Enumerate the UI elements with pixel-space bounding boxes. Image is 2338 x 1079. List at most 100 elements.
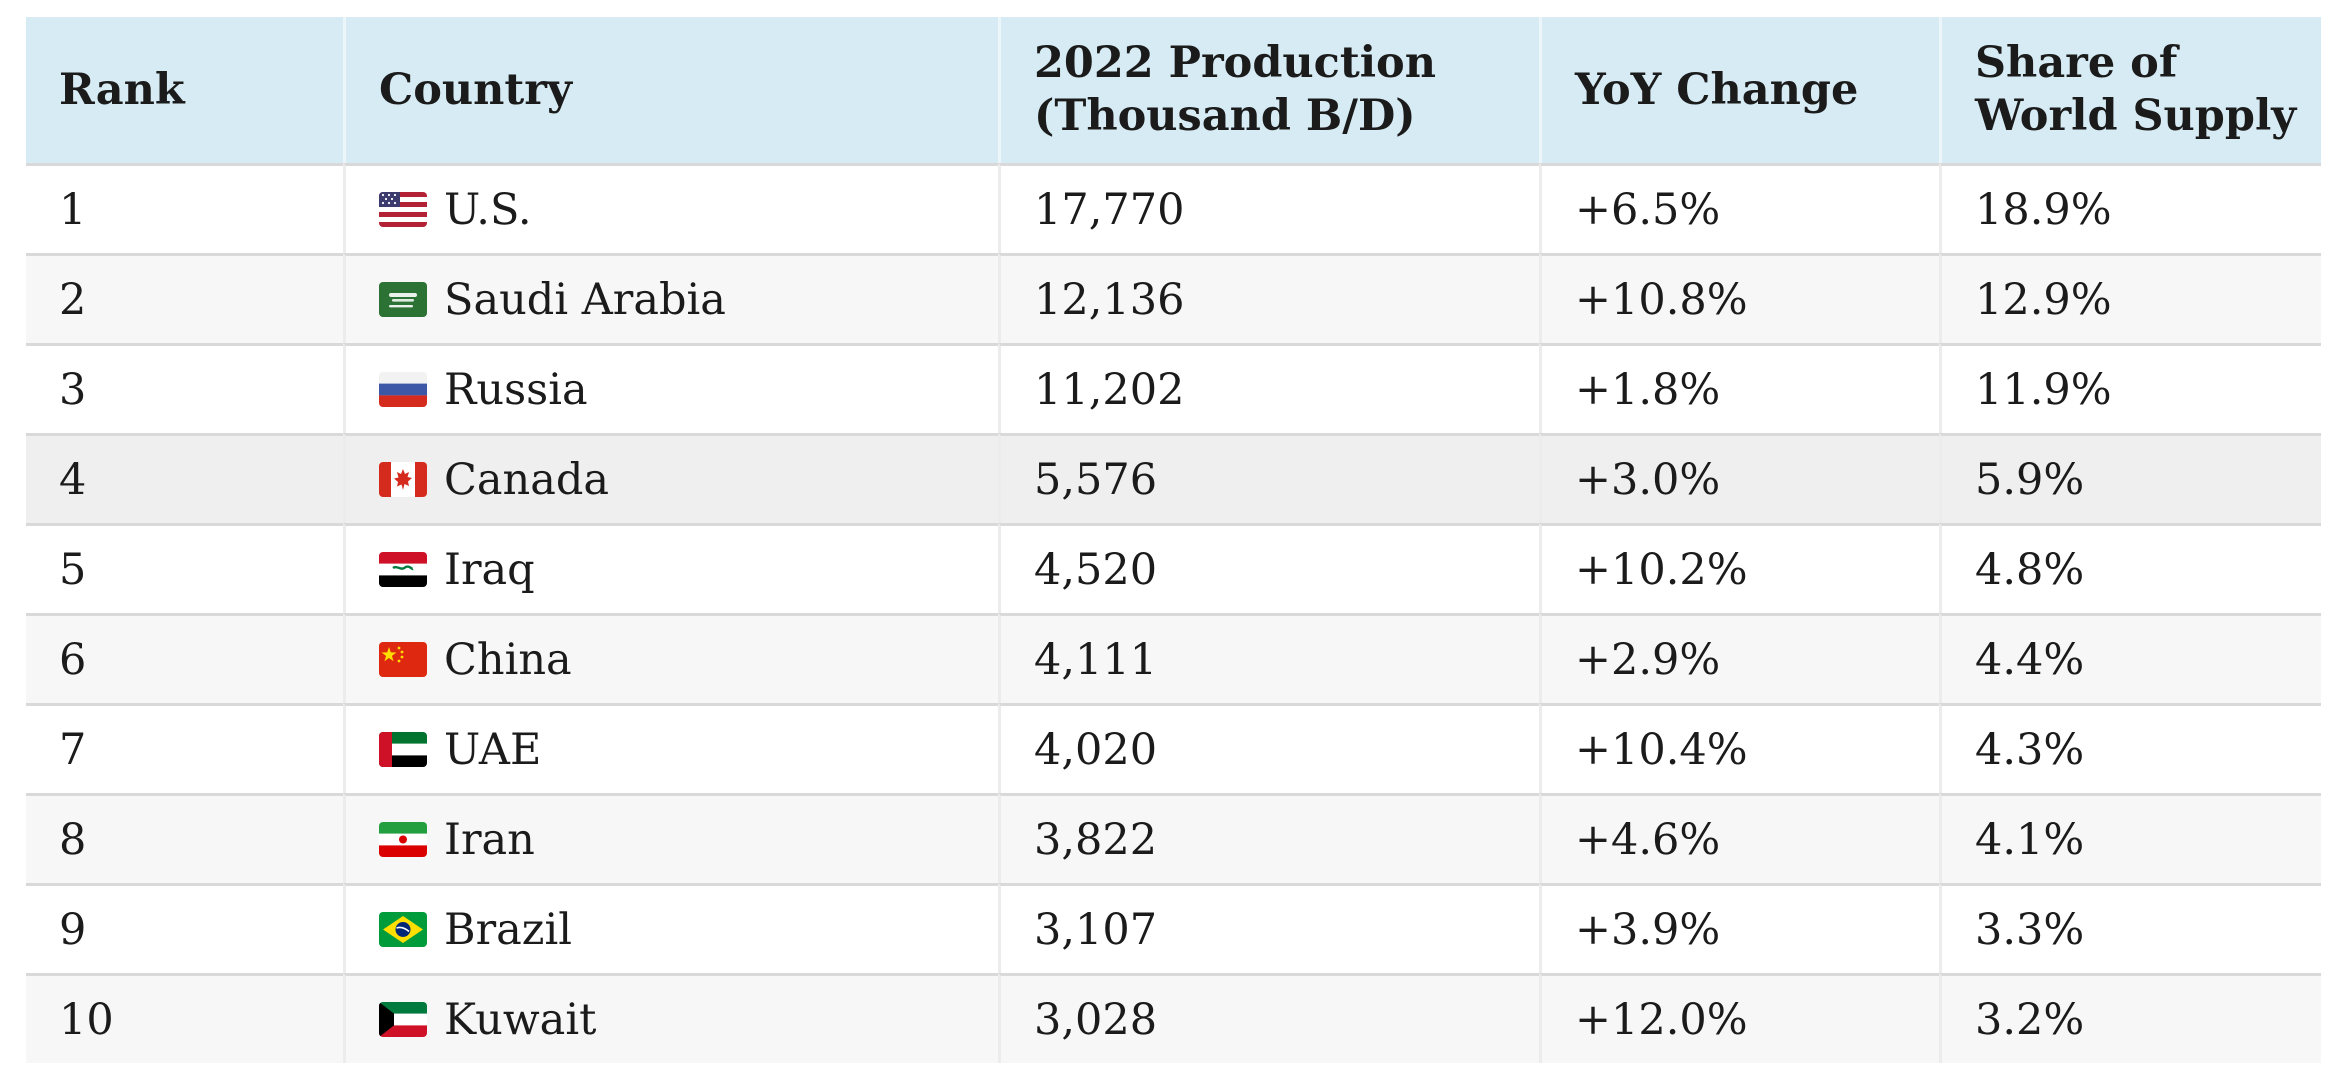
yoy-cell-value: +10.4% (1575, 724, 1748, 775)
share-cell-value: 4.3% (1975, 724, 2085, 775)
production-cell-value: 11,202 (1034, 364, 1185, 415)
flag-sa-icon (379, 282, 427, 317)
production-cell-value: 17,770 (1034, 184, 1185, 235)
share-cell-value: 4.1% (1975, 814, 2085, 865)
rank-cell-value: 4 (59, 454, 87, 505)
share-cell: 4.1% (1939, 793, 2321, 883)
rank-cell-value: 9 (59, 904, 87, 955)
table-header-row: Rank Country 2022 Production (Thousand B… (26, 17, 2321, 163)
country-name: Brazil (444, 904, 572, 955)
yoy-cell-value: +4.6% (1575, 814, 1721, 865)
share-cell-value: 4.4% (1975, 634, 2085, 685)
country-cell: UAE (343, 703, 998, 793)
share-cell-value: 4.8% (1975, 544, 2085, 595)
flag-cn-icon (379, 642, 427, 677)
country-name: U.S. (444, 184, 532, 235)
country-cell: Russia (343, 343, 998, 433)
production-cell-value: 4,520 (1034, 544, 1158, 595)
yoy-cell: +3.0% (1539, 433, 1939, 523)
country-cell: Canada (343, 433, 998, 523)
yoy-cell: +10.2% (1539, 523, 1939, 613)
share-cell: 18.9% (1939, 163, 2321, 253)
production-cell-value: 4,020 (1034, 724, 1158, 775)
table-body: 1 U.S. 17,770 +6.5% 18.9% 2 Saudi Arabia 12,136… (26, 163, 2321, 1063)
share-cell-value: 12.9% (1975, 274, 2112, 325)
country-name: Canada (444, 454, 610, 505)
share-cell: 4.4% (1939, 613, 2321, 703)
table-row: 3 Russia 11,202 +1.8% 11.9% (26, 343, 2321, 433)
rank-cell: 9 (26, 883, 343, 973)
country-name: Iraq (444, 544, 535, 595)
flag-ae-icon (379, 732, 427, 767)
rank-cell-value: 3 (59, 364, 87, 415)
header-cell-country: Country (343, 17, 998, 163)
flag-iq-icon (379, 552, 427, 587)
yoy-cell-value: +10.2% (1575, 544, 1748, 595)
flag-br-icon (379, 912, 427, 947)
yoy-cell-value: +3.9% (1575, 904, 1721, 955)
share-cell-value: 3.3% (1975, 904, 2085, 955)
rank-cell-value: 8 (59, 814, 87, 865)
production-cell: 11,202 (998, 343, 1539, 433)
production-cell-value: 3,822 (1034, 814, 1158, 865)
yoy-cell-value: +12.0% (1575, 994, 1748, 1045)
rank-cell: 6 (26, 613, 343, 703)
header-cell-production: 2022 Production (Thousand B/D) (998, 17, 1539, 163)
share-cell-value: 18.9% (1975, 184, 2112, 235)
share-cell: 4.3% (1939, 703, 2321, 793)
share-cell: 5.9% (1939, 433, 2321, 523)
production-cell: 4,520 (998, 523, 1539, 613)
share-cell-value: 5.9% (1975, 454, 2085, 505)
production-cell-value: 4,111 (1034, 634, 1158, 685)
production-cell: 3,107 (998, 883, 1539, 973)
table-row: 8 Iran 3,822 +4.6% 4.1% (26, 793, 2321, 883)
rank-cell-value: 6 (59, 634, 87, 685)
yoy-cell: +4.6% (1539, 793, 1939, 883)
yoy-cell-value: +6.5% (1575, 184, 1721, 235)
table-row: 2 Saudi Arabia 12,136 +10.8% 12.9% (26, 253, 2321, 343)
yoy-cell-value: +1.8% (1575, 364, 1721, 415)
oil-production-table: Rank Country 2022 Production (Thousand B… (26, 17, 2321, 1063)
table-row: 7 UAE 4,020 +10.4% 4.3% (26, 703, 2321, 793)
rank-cell-value: 5 (59, 544, 87, 595)
yoy-cell: +6.5% (1539, 163, 1939, 253)
production-cell-value: 5,576 (1034, 454, 1158, 505)
country-cell: China (343, 613, 998, 703)
table-row: 4 Canada 5,576 +3.0% 5.9% (26, 433, 2321, 523)
country-cell: Kuwait (343, 973, 998, 1063)
share-cell: 3.3% (1939, 883, 2321, 973)
rank-cell-value: 10 (59, 994, 114, 1045)
rank-cell: 4 (26, 433, 343, 523)
country-cell: Iran (343, 793, 998, 883)
production-cell: 12,136 (998, 253, 1539, 343)
share-cell: 4.8% (1939, 523, 2321, 613)
table-row: 5 Iraq 4,520 +10.2% 4.8% (26, 523, 2321, 613)
table-row: 6 China 4,111 +2.9% 4.4% (26, 613, 2321, 703)
yoy-cell: +3.9% (1539, 883, 1939, 973)
country-name: Kuwait (444, 994, 597, 1045)
yoy-cell-value: +3.0% (1575, 454, 1721, 505)
rank-cell-value: 1 (59, 184, 87, 235)
yoy-cell: +10.4% (1539, 703, 1939, 793)
country-cell: Saudi Arabia (343, 253, 998, 343)
table-row: 1 U.S. 17,770 +6.5% 18.9% (26, 163, 2321, 253)
yoy-cell: +2.9% (1539, 613, 1939, 703)
country-name: Russia (444, 364, 588, 415)
production-cell: 4,111 (998, 613, 1539, 703)
production-cell-value: 12,136 (1034, 274, 1185, 325)
production-cell: 3,028 (998, 973, 1539, 1063)
header-cell-rank: Rank (26, 17, 343, 163)
rank-cell: 1 (26, 163, 343, 253)
rank-cell: 10 (26, 973, 343, 1063)
country-name: Iran (444, 814, 535, 865)
rank-cell-value: 7 (59, 724, 87, 775)
share-cell: 3.2% (1939, 973, 2321, 1063)
yoy-cell-value: +10.8% (1575, 274, 1748, 325)
flag-ru-icon (379, 372, 427, 407)
rank-cell: 2 (26, 253, 343, 343)
flag-us-icon (379, 192, 427, 227)
production-cell: 5,576 (998, 433, 1539, 523)
production-cell: 4,020 (998, 703, 1539, 793)
rank-cell-value: 2 (59, 274, 87, 325)
